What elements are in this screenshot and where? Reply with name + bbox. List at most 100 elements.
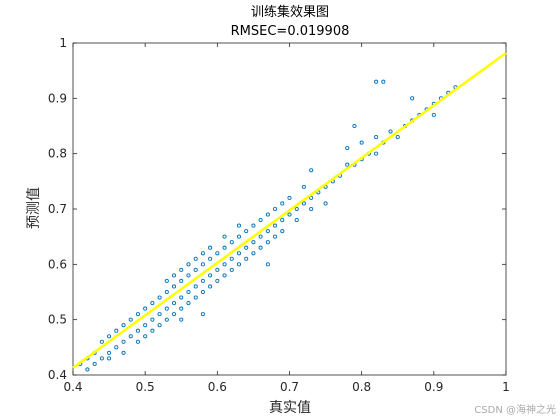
scatter-point — [171, 312, 177, 317]
scatter-point — [431, 112, 436, 117]
scatter-point — [200, 278, 205, 283]
scatter-point — [157, 323, 162, 328]
scatter-point — [107, 356, 112, 361]
y-tick-label: 0.7 — [48, 202, 67, 216]
scatter-point — [193, 284, 198, 289]
scatter-point — [200, 262, 205, 267]
scatter-point — [265, 229, 270, 234]
scatter-point — [352, 123, 357, 129]
x-tick-label: 0.4 — [63, 380, 82, 394]
scatter-point — [229, 256, 234, 261]
scatter-point — [107, 350, 112, 355]
scatter-point — [150, 301, 155, 306]
scatter-point — [244, 229, 249, 234]
scatter-point — [287, 195, 292, 200]
scatter-point — [258, 245, 263, 250]
scatter-point — [135, 328, 140, 333]
scatter-point — [107, 334, 112, 339]
scatter-point — [135, 312, 140, 317]
scatter-point — [200, 289, 205, 295]
y-tick-label: 0.8 — [48, 147, 67, 161]
scatter-point — [222, 234, 227, 239]
y-tick-label: 1 — [59, 36, 67, 50]
scatter-point — [171, 301, 177, 306]
scatter-point — [135, 339, 140, 344]
scatter-point — [99, 356, 104, 361]
x-axis-label: 真实值 — [269, 400, 311, 416]
scatter-point — [179, 295, 184, 300]
scatter-point — [309, 206, 314, 212]
scatter-point — [265, 240, 270, 245]
scatter-point — [179, 278, 184, 283]
scatter-point — [273, 206, 278, 212]
scatter-point — [236, 262, 242, 267]
scatter-point — [208, 256, 213, 261]
scatter-point — [121, 350, 126, 355]
fit-line — [72, 51, 507, 369]
scatter-point — [85, 367, 90, 372]
scatter-point — [208, 273, 213, 278]
scatter-point — [164, 306, 169, 311]
scatter-point — [193, 295, 198, 300]
scatter-point — [179, 306, 184, 311]
y-tick-label: 0.9 — [48, 91, 67, 105]
scatter-point — [410, 96, 415, 101]
scatter-point — [229, 240, 234, 245]
scatter-point — [193, 256, 198, 261]
scatter-point — [150, 317, 155, 322]
scatter-point — [244, 245, 249, 250]
scatter-point — [121, 323, 126, 328]
scatter-point — [258, 234, 263, 239]
scatter-point — [208, 284, 213, 289]
scatter-point — [287, 212, 292, 217]
scatter-point — [215, 251, 220, 256]
scatter-point — [395, 135, 400, 140]
scatter-point — [265, 262, 270, 267]
x-tick-label: 0.9 — [424, 380, 443, 394]
scatter-point — [128, 317, 133, 322]
scatter-point — [128, 334, 133, 339]
scatter-point — [186, 262, 191, 267]
x-tick-label: 0.8 — [352, 380, 371, 394]
scatter-point — [244, 256, 249, 261]
scatter-point — [143, 334, 148, 339]
scatter-point — [301, 201, 306, 206]
scatter-point — [193, 267, 198, 272]
scatter-point — [280, 229, 285, 234]
scatter-point — [280, 201, 285, 206]
scatter-point — [121, 339, 126, 344]
watermark: CSDN @海神之光 — [474, 403, 556, 416]
scatter-point — [92, 361, 97, 366]
scatter-point — [222, 262, 227, 267]
scatter-point — [388, 129, 393, 134]
chart-title: 训练集效果图 — [251, 4, 329, 20]
scatter-point — [251, 251, 256, 256]
scatter-point — [309, 168, 314, 173]
x-tick-label: 0.7 — [280, 380, 299, 394]
scatter-point — [273, 234, 278, 239]
scatter-point — [323, 201, 328, 206]
scatter-point — [114, 328, 119, 333]
chart-subtitle: RMSEC=0.019908 — [231, 24, 350, 39]
x-tick-label: 0.5 — [136, 380, 155, 394]
scatter-point — [309, 195, 314, 200]
scatter-point — [171, 273, 177, 278]
scatter-point — [229, 267, 234, 272]
y-axis-label: 预测值 — [26, 187, 42, 229]
scatter-point — [345, 162, 350, 167]
scatter-point — [273, 223, 278, 228]
scatter-point — [164, 289, 169, 295]
scatter-point — [186, 289, 191, 295]
scatter-point — [186, 273, 191, 278]
scatter-point — [251, 223, 256, 228]
scatter-point — [171, 284, 177, 289]
y-tick-label: 0.4 — [48, 368, 67, 382]
scatter-point — [222, 245, 227, 250]
scatter-point — [143, 323, 148, 328]
scatter-point — [258, 218, 263, 223]
scatter-point — [381, 79, 386, 84]
scatter-point — [236, 251, 242, 256]
scatter-point — [236, 234, 242, 239]
scatter-point — [143, 306, 148, 311]
